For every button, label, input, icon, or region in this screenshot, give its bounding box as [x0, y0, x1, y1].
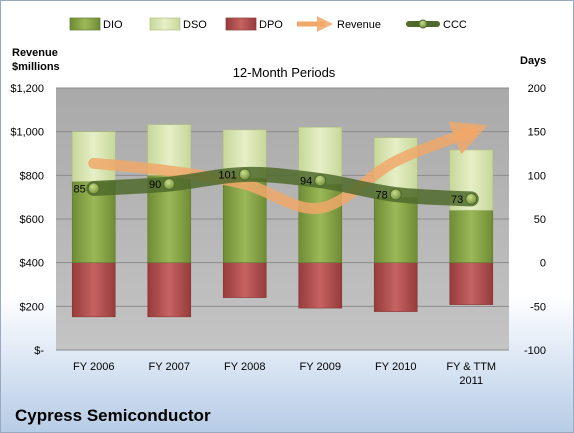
ccc-data-label: 101 — [218, 169, 236, 181]
dpo-bar — [71, 262, 116, 318]
left-tick-label: $1,000 — [10, 127, 44, 139]
left-axis-title-line2: $millions — [12, 61, 60, 73]
ccc-legend-dot — [418, 19, 428, 29]
gridlines — [56, 87, 509, 351]
dpo-bar — [298, 262, 343, 309]
x-tick-label: FY 2008 — [224, 361, 265, 373]
ccc-point — [87, 182, 100, 195]
left-tick-label: $1,200 — [10, 83, 44, 95]
right-tick-label: 100 — [528, 170, 546, 182]
ccc-data-label: 78 — [376, 190, 388, 202]
right-axis-title: Days — [520, 55, 546, 67]
chart-title: 12-Month Periods — [233, 65, 336, 80]
x-tick-label: FY 2009 — [300, 361, 341, 373]
legend: DIO DSO DPO Revenue CCC — [69, 15, 467, 33]
left-axis-title-line1: Revenue — [12, 47, 58, 59]
dpo-legend-label: DPO — [259, 19, 283, 31]
ccc-point — [238, 168, 251, 181]
x-tick-label: FY & TTM 2011 — [446, 361, 496, 387]
company-name: Cypress Semiconductor — [15, 406, 211, 425]
ccc-data-label: 73 — [451, 194, 463, 206]
revenue-line — [88, 121, 488, 214]
x-axis: FY 2006 FY 2007 FY 2008 FY 2009 FY 2010 FY & … — [73, 361, 496, 387]
ccc-point — [465, 192, 478, 205]
left-tick-label: $800 — [20, 170, 44, 182]
dpo-legend-swatch — [225, 17, 257, 31]
ccc-data-label: 94 — [300, 176, 312, 188]
x-tick-label: FY 2010 — [375, 361, 416, 373]
ccc-point — [314, 174, 327, 187]
x-tick-label: FY 2006 — [73, 361, 114, 373]
dio-bar — [298, 183, 343, 263]
right-tick-label: -100 — [524, 345, 546, 357]
dio-legend-swatch — [69, 17, 101, 31]
x-tick-label: FY 2007 — [149, 361, 190, 373]
right-tick-label: 0 — [540, 258, 546, 270]
dso-bar — [71, 131, 116, 182]
dpo-bar — [222, 262, 267, 298]
right-tick-label: -50 — [530, 301, 546, 313]
ccc-point — [163, 178, 176, 191]
dpo-bar — [373, 262, 418, 312]
right-axis: -100 -50 0 50 100 150 200 — [524, 83, 546, 357]
dio-bar — [449, 209, 494, 263]
dpo-bar — [449, 262, 494, 305]
right-tick-label: 200 — [528, 83, 546, 95]
ccc-data-label: 90 — [149, 179, 161, 191]
revenue-legend-label: Revenue — [337, 19, 381, 31]
right-tick-label: 150 — [528, 127, 546, 139]
right-tick-label: 50 — [534, 214, 546, 226]
ccc-line — [86, 166, 479, 207]
dio-bar — [373, 196, 418, 263]
dio-legend-label: DIO — [103, 19, 123, 31]
left-tick-label: $200 — [20, 301, 44, 313]
ccc-point — [389, 188, 402, 201]
left-axis: $- $200 $400 $600 $800 $1,000 $1,200 — [10, 83, 44, 357]
dso-legend-label: DSO — [183, 19, 207, 31]
dso-legend-swatch — [149, 17, 181, 31]
ccc-legend-label: CCC — [443, 19, 467, 31]
ccc-data-label: 85 — [74, 183, 86, 195]
bars — [71, 124, 494, 318]
left-tick-label: $- — [34, 345, 44, 357]
dpo-bar — [147, 262, 192, 318]
lines: 85 90 101 94 78 73 — [74, 121, 488, 214]
left-tick-label: $600 — [20, 214, 44, 226]
left-tick-label: $400 — [20, 258, 44, 270]
